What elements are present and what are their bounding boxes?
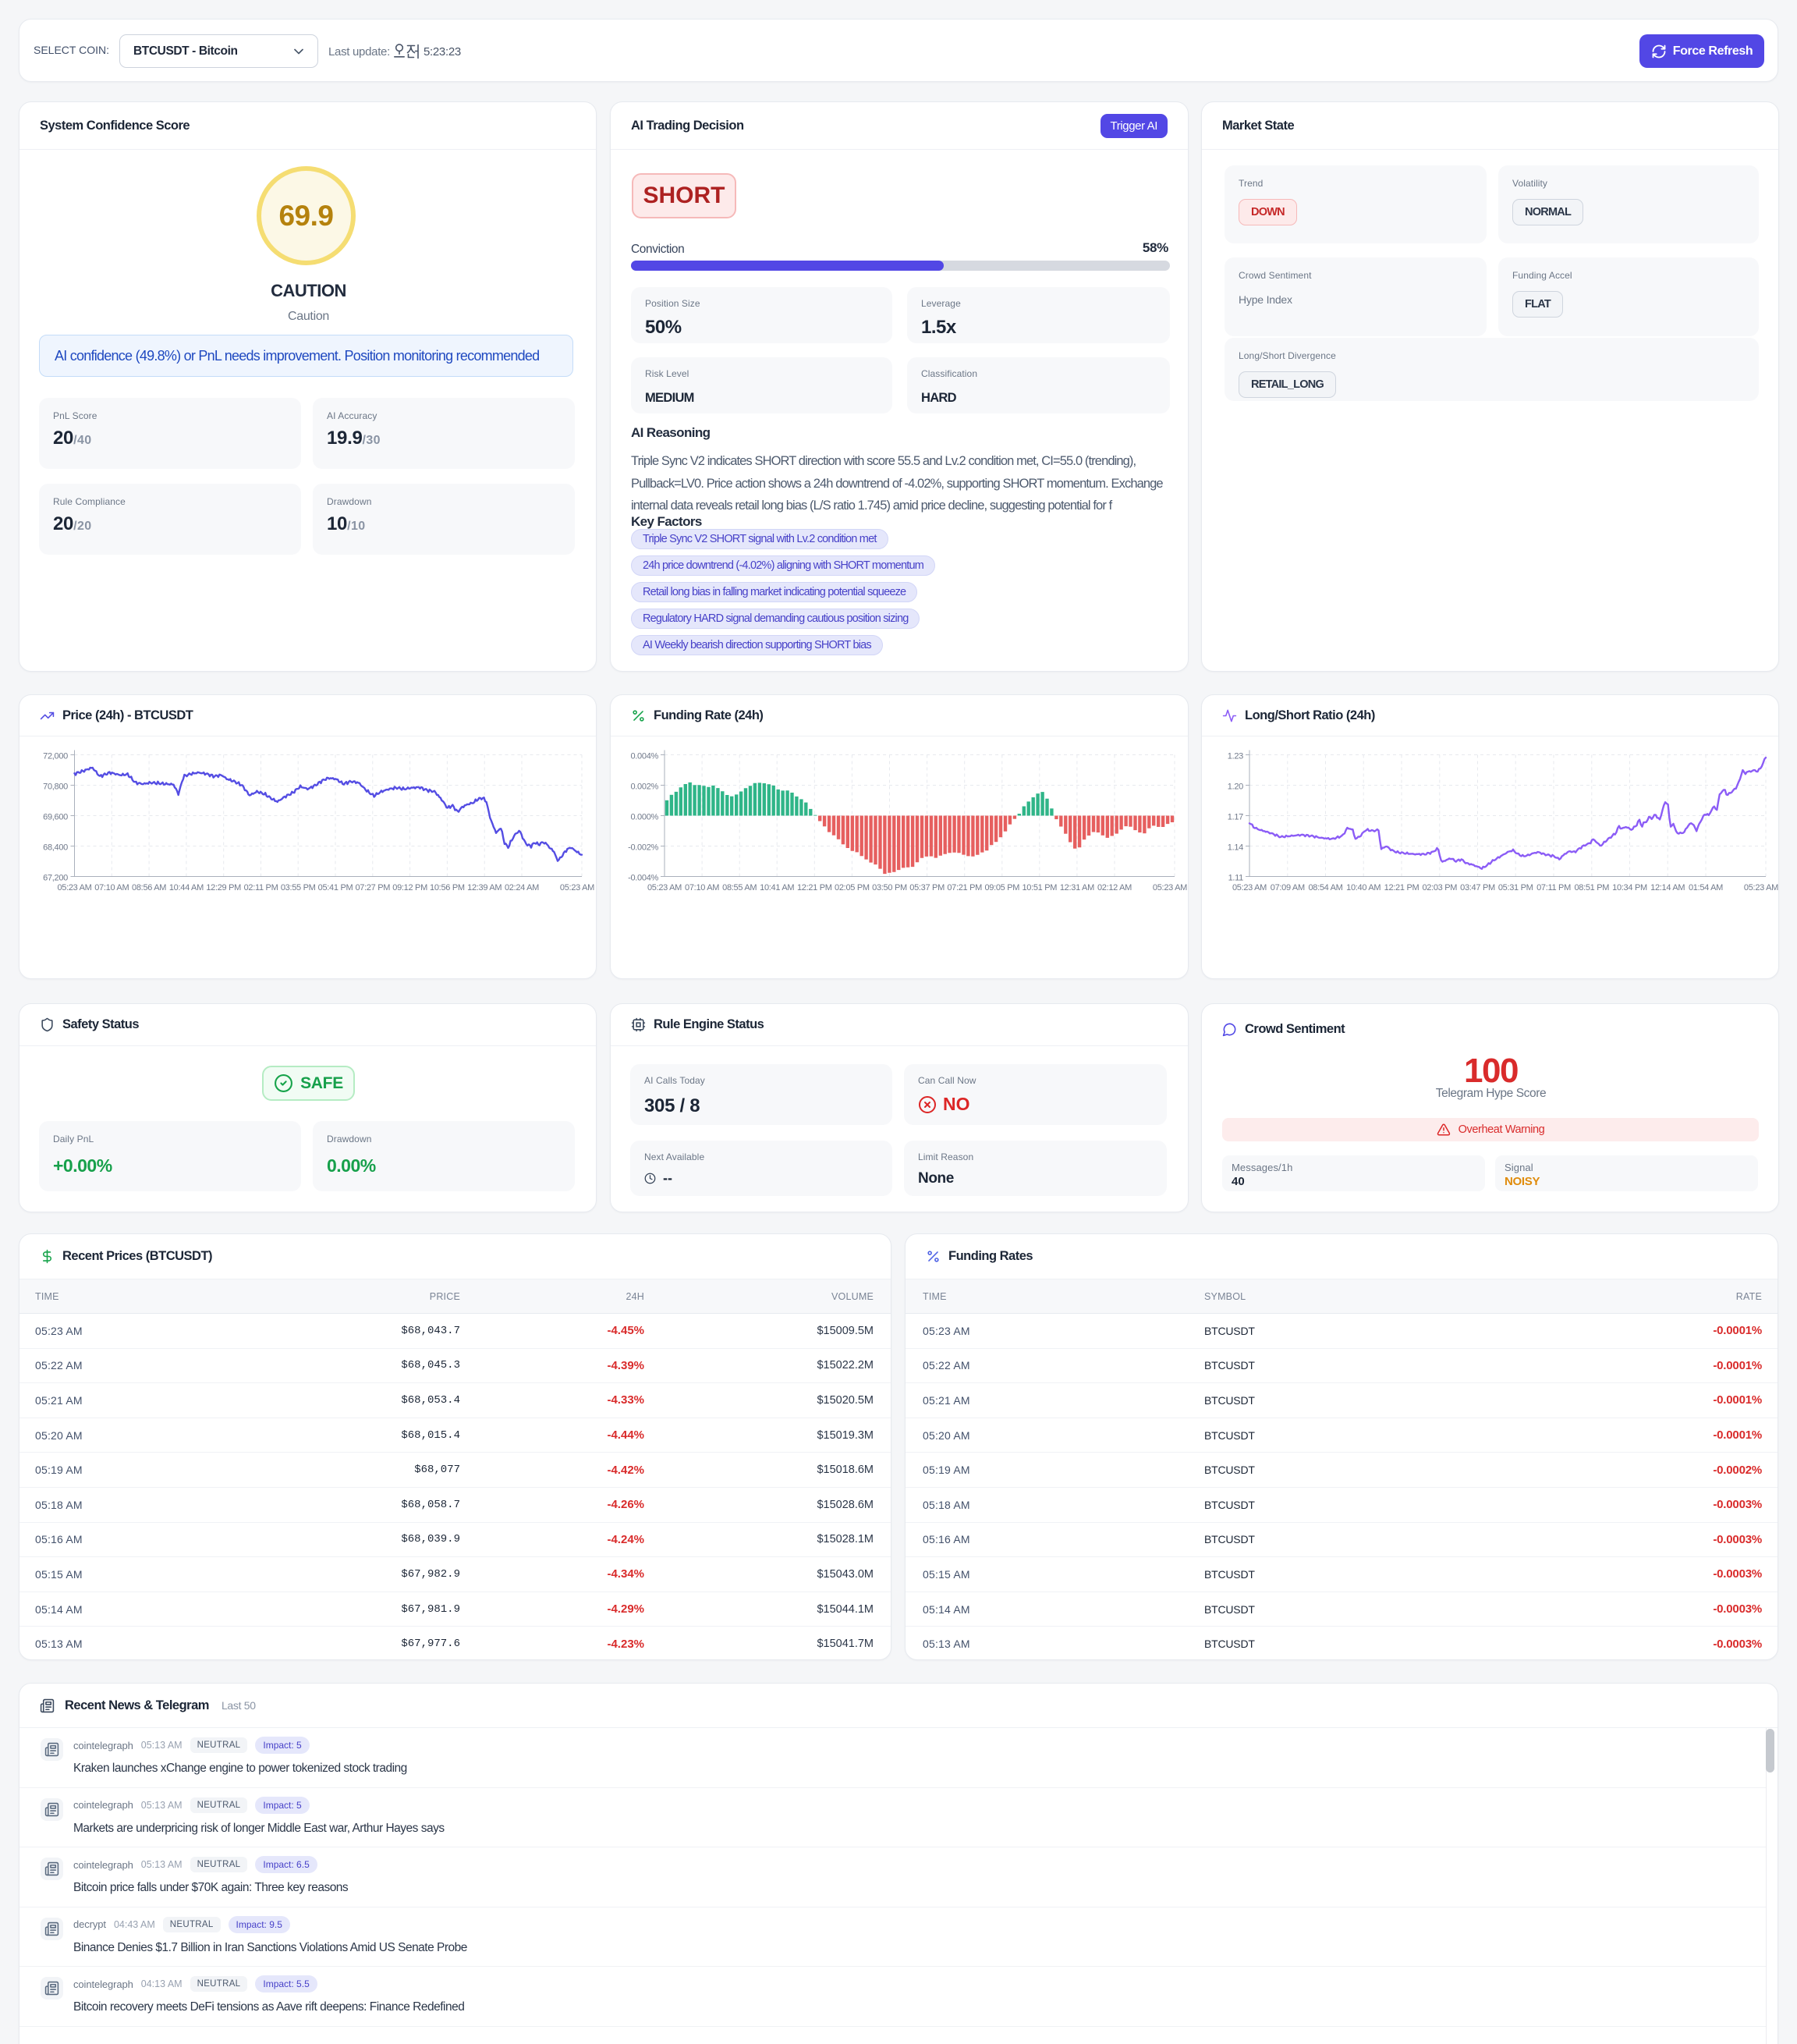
svg-text:10:34 PM: 10:34 PM xyxy=(1612,883,1647,892)
svg-text:12:39 AM: 12:39 AM xyxy=(467,883,502,892)
svg-text:07:21 PM: 07:21 PM xyxy=(947,883,982,892)
svg-text:1.23: 1.23 xyxy=(1228,752,1243,761)
svg-text:03:47 PM: 03:47 PM xyxy=(1460,883,1495,892)
svg-text:05:31 PM: 05:31 PM xyxy=(1498,883,1533,892)
svg-text:-0.002%: -0.002% xyxy=(628,843,658,853)
svg-text:1.14: 1.14 xyxy=(1228,843,1243,853)
svg-text:0.000%: 0.000% xyxy=(630,813,658,822)
svg-text:05:41 PM: 05:41 PM xyxy=(318,883,353,892)
svg-text:03:55 PM: 03:55 PM xyxy=(281,883,316,892)
svg-text:02:03 PM: 02:03 PM xyxy=(1422,883,1457,892)
svg-text:70,800: 70,800 xyxy=(43,782,68,792)
svg-text:05:37 PM: 05:37 PM xyxy=(909,883,945,892)
svg-text:1.11: 1.11 xyxy=(1228,874,1244,883)
svg-text:09:12 PM: 09:12 PM xyxy=(392,883,427,892)
svg-text:02:11 PM: 02:11 PM xyxy=(244,883,278,892)
svg-text:1.17: 1.17 xyxy=(1228,813,1243,822)
svg-text:05:23 AM: 05:23 AM xyxy=(1232,883,1267,892)
svg-text:02:24 AM: 02:24 AM xyxy=(505,883,539,892)
svg-text:67,200: 67,200 xyxy=(43,874,68,883)
svg-text:10:44 AM: 10:44 AM xyxy=(169,883,204,892)
svg-text:05:23 AM: 05:23 AM xyxy=(1153,883,1187,892)
svg-text:05:23 AM: 05:23 AM xyxy=(560,883,594,892)
svg-text:08:56 AM: 08:56 AM xyxy=(132,883,166,892)
svg-text:0.002%: 0.002% xyxy=(630,782,658,792)
svg-text:05:23 AM: 05:23 AM xyxy=(1744,883,1778,892)
svg-text:02:05 PM: 02:05 PM xyxy=(835,883,870,892)
svg-text:10:40 AM: 10:40 AM xyxy=(1346,883,1381,892)
svg-text:10:41 AM: 10:41 AM xyxy=(760,883,794,892)
svg-text:08:54 AM: 08:54 AM xyxy=(1308,883,1342,892)
svg-text:07:10 AM: 07:10 AM xyxy=(94,883,129,892)
svg-text:72,000: 72,000 xyxy=(43,752,68,761)
svg-text:08:51 PM: 08:51 PM xyxy=(1574,883,1609,892)
svg-text:12:21 PM: 12:21 PM xyxy=(797,883,832,892)
svg-text:07:11 PM: 07:11 PM xyxy=(1536,883,1571,892)
svg-text:10:56 PM: 10:56 PM xyxy=(430,883,465,892)
svg-text:1.20: 1.20 xyxy=(1228,782,1243,792)
svg-text:0.004%: 0.004% xyxy=(630,752,658,761)
svg-text:12:31 AM: 12:31 AM xyxy=(1060,883,1094,892)
svg-text:05:23 AM: 05:23 AM xyxy=(647,883,682,892)
svg-text:07:10 AM: 07:10 AM xyxy=(685,883,719,892)
svg-text:07:27 PM: 07:27 PM xyxy=(355,883,390,892)
svg-text:68,400: 68,400 xyxy=(43,843,68,853)
svg-text:-0.004%: -0.004% xyxy=(628,874,658,883)
svg-text:12:29 PM: 12:29 PM xyxy=(206,883,241,892)
svg-text:02:12 AM: 02:12 AM xyxy=(1097,883,1132,892)
svg-text:05:23 AM: 05:23 AM xyxy=(57,883,91,892)
svg-text:69,600: 69,600 xyxy=(43,813,68,822)
svg-text:08:55 AM: 08:55 AM xyxy=(722,883,757,892)
svg-text:09:05 PM: 09:05 PM xyxy=(984,883,1019,892)
svg-text:07:09 AM: 07:09 AM xyxy=(1271,883,1305,892)
svg-text:12:14 AM: 12:14 AM xyxy=(1650,883,1685,892)
svg-text:01:54 AM: 01:54 AM xyxy=(1689,883,1723,892)
svg-text:03:50 PM: 03:50 PM xyxy=(872,883,907,892)
svg-text:12:21 PM: 12:21 PM xyxy=(1384,883,1420,892)
svg-text:10:51 PM: 10:51 PM xyxy=(1022,883,1057,892)
